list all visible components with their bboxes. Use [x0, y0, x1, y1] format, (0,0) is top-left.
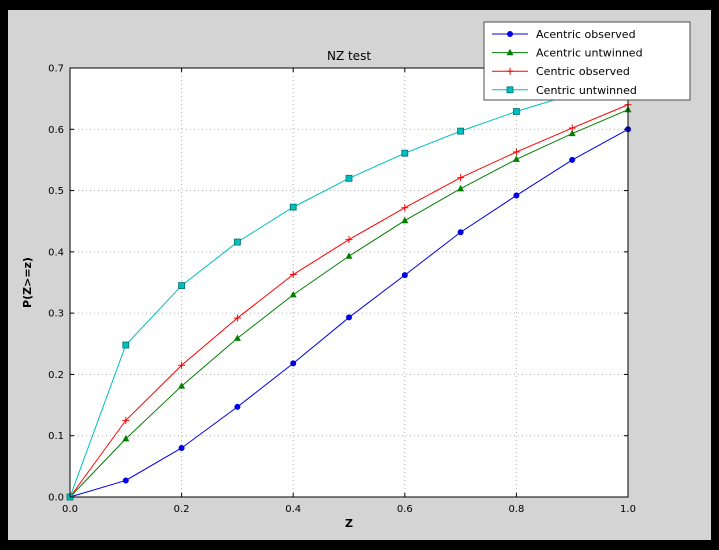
circle-marker: [234, 403, 241, 410]
circle-marker: [346, 314, 352, 321]
triangle-marker: [568, 129, 576, 137]
square-marker: [122, 341, 130, 349]
circle-marker: [457, 229, 464, 236]
y-tick-label: 0.7: [48, 64, 64, 75]
square-marker: [513, 108, 520, 115]
square-marker: [233, 238, 241, 246]
x-tick-label: 0.8: [508, 504, 524, 515]
legend-label: Acentric untwinned: [536, 47, 643, 60]
triangle-marker: [457, 184, 465, 192]
triangle-marker: [289, 290, 297, 298]
x-tick-label: 1.0: [620, 504, 636, 515]
triangle-marker: [506, 48, 514, 56]
y-tick-label: 0.4: [48, 247, 64, 258]
circle-marker: [290, 360, 297, 367]
triangle-marker: [345, 252, 353, 259]
circle-marker: [401, 272, 408, 279]
circle-marker: [122, 477, 129, 484]
x-tick-label: 0.0: [62, 504, 78, 515]
chart-title: NZ test: [327, 49, 371, 63]
axes-border: [69, 67, 629, 498]
y-tick-label: 0.2: [48, 370, 64, 381]
triangle-marker: [233, 334, 241, 341]
y-tick-label: 0.1: [48, 431, 64, 442]
y-tick-label: 0.3: [48, 309, 64, 320]
square-marker: [506, 86, 514, 94]
square-marker: [457, 127, 465, 135]
x-tick-label: 0.2: [174, 504, 190, 515]
circle-marker: [178, 444, 185, 451]
triangle-marker: [178, 382, 186, 389]
circle-marker: [507, 31, 513, 37]
x-tick-label: 0.6: [397, 504, 413, 515]
y-axis-label: P(Z>=z): [21, 257, 34, 308]
square-marker: [345, 174, 353, 182]
square-marker: [178, 282, 186, 289]
axes-background: [70, 68, 628, 497]
y-tick-label: 0.6: [48, 125, 64, 136]
triangle-marker: [122, 434, 130, 442]
x-tick-label: 0.4: [285, 504, 301, 515]
y-tick-label: 0.0: [48, 493, 64, 504]
legend-label: Centric observed: [536, 65, 630, 78]
circle-marker: [569, 156, 576, 163]
x-axis-label: Z: [345, 517, 353, 530]
legend-label: Centric untwinned: [536, 84, 637, 97]
legend-box: [483, 21, 691, 101]
legend-label: Acentric observed: [536, 28, 636, 41]
tick-labels: 0.0 0.2 0.4 0.6 0.8 1.0 0.0 0.1 0.2 0.3 0.4 0.5 0.6 0…: [48, 64, 636, 516]
y-tick-label: 0.5: [48, 186, 64, 197]
legend: Acentric observed Acentric untwinned Centr…: [483, 21, 691, 101]
square-marker: [401, 149, 409, 157]
triangle-marker: [401, 216, 409, 224]
square-marker: [289, 203, 297, 211]
circle-marker: [513, 192, 520, 199]
triangle-marker: [512, 155, 520, 162]
